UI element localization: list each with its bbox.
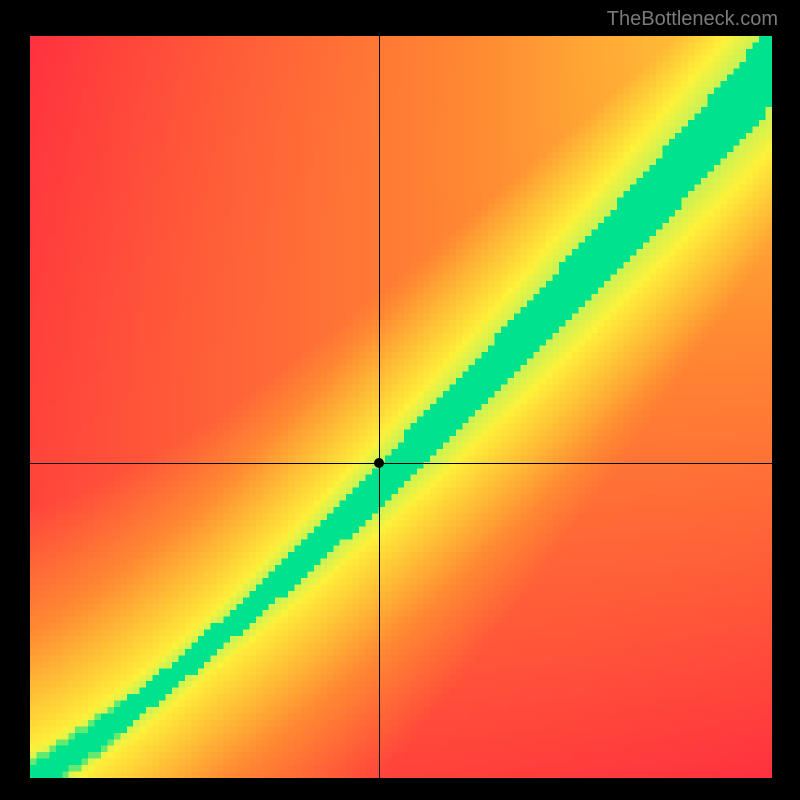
heatmap-canvas xyxy=(30,36,772,778)
data-point-marker xyxy=(374,458,384,468)
chart-container: TheBottleneck.com xyxy=(0,0,800,800)
watermark-text: TheBottleneck.com xyxy=(607,8,778,31)
plot-area xyxy=(30,36,772,778)
crosshair-horizontal xyxy=(30,463,772,464)
crosshair-vertical xyxy=(379,36,380,778)
